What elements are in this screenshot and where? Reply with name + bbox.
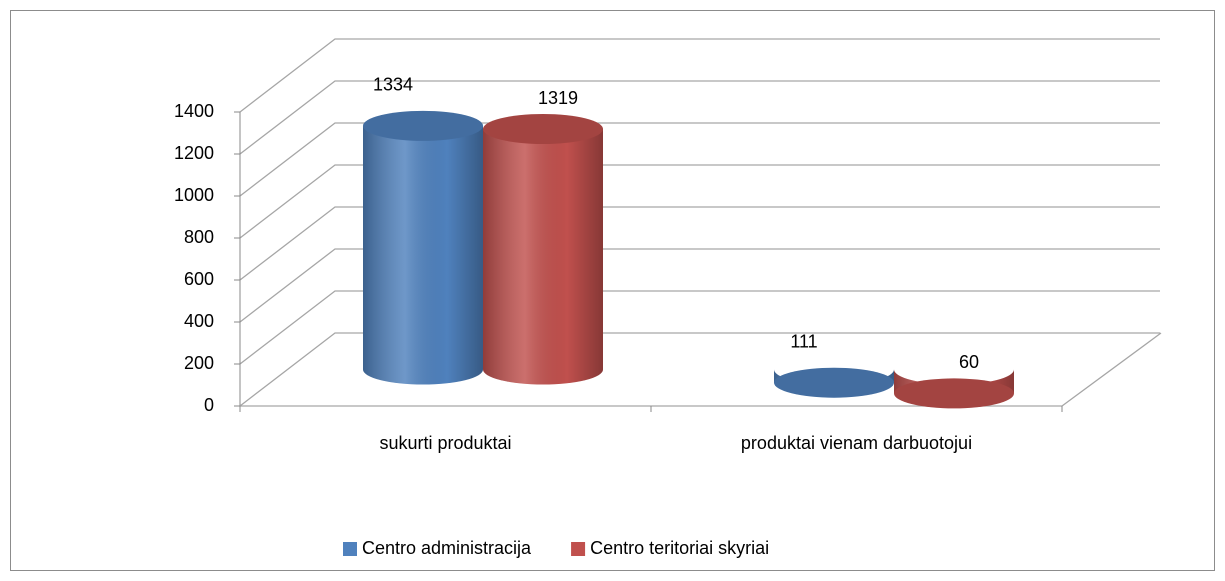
grid-line [239, 164, 1160, 239]
x-tick-label: sukurti produktai [379, 433, 511, 453]
y-tick-label: 400 [184, 311, 214, 331]
y-tick-label: 1000 [174, 185, 214, 205]
y-tick-label: 0 [204, 395, 214, 415]
legend-label: Centro administracija [362, 538, 532, 558]
y-tick-label: 200 [184, 353, 214, 373]
bar-top [894, 378, 1014, 409]
data-label: 111 [790, 331, 817, 351]
bar-top-shade [774, 367, 894, 398]
bar-shade [483, 129, 603, 385]
grid-line [239, 206, 1160, 281]
bar-top [483, 114, 603, 145]
bar [363, 110, 483, 385]
grid-line [239, 248, 1160, 323]
data-label: 1334 [373, 75, 413, 95]
bar-shade [363, 125, 483, 385]
grid-line [239, 38, 1160, 113]
bar-top-shade [363, 110, 483, 141]
legend-label: Centro teritoriai skyriai [590, 538, 769, 558]
grid-line [239, 290, 1160, 365]
bar [774, 367, 894, 398]
data-label: 60 [959, 352, 979, 372]
bar-top-shade [894, 378, 1014, 409]
legend-swatch [571, 542, 586, 556]
legend-swatch [343, 542, 357, 556]
y-tick-label: 600 [184, 269, 214, 289]
y-tick-label: 800 [184, 227, 214, 247]
grid-line [239, 80, 1160, 155]
bar [894, 369, 1014, 409]
bar-top [363, 110, 483, 141]
grid-line [239, 122, 1160, 197]
y-tick-label: 1400 [174, 101, 214, 121]
x-tick-label: produktai vienam darbuotojui [741, 433, 972, 453]
bar-top-shade [483, 114, 603, 145]
y-tick-label: 1200 [174, 143, 214, 163]
bar-top [774, 367, 894, 398]
grid-line [239, 332, 1160, 407]
data-label: 1319 [538, 88, 578, 108]
bar [483, 114, 603, 385]
